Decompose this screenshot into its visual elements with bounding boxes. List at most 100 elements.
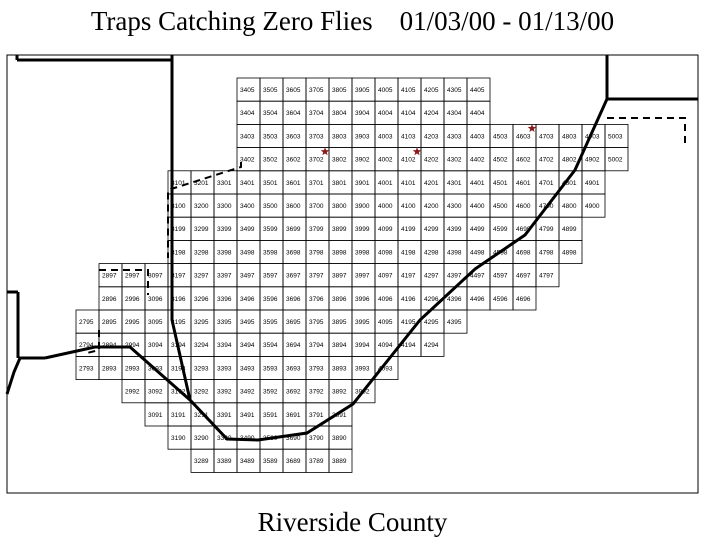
- trap-id-label: 4004: [378, 110, 393, 117]
- trap-id-label: 3798: [309, 249, 324, 256]
- trap-id-label: 3496: [240, 296, 255, 303]
- trap-id-label: 3591: [263, 412, 278, 419]
- trap-id-label: 3701: [309, 180, 324, 187]
- trap-id-label: 4503: [493, 133, 508, 140]
- trap-id-label: 3192: [171, 389, 186, 396]
- trap-id-label: 4096: [378, 296, 393, 303]
- trap-id-label: 3693: [286, 365, 301, 372]
- trap-id-label: 3389: [217, 458, 232, 465]
- trap-id-label: 3297: [194, 273, 209, 280]
- trap-id-label: 4600: [516, 203, 531, 210]
- trap-id-label: 4302: [447, 157, 462, 164]
- trap-id-label: 4401: [470, 180, 485, 187]
- trap-id-label: 4303: [447, 133, 462, 140]
- trap-id-label: 5003: [608, 133, 623, 140]
- trap-id-label: 4800: [562, 203, 577, 210]
- trap-id-label: 4499: [470, 226, 485, 233]
- trap-id-label: 3704: [309, 110, 324, 117]
- trap-id-label: 3694: [286, 342, 301, 349]
- trap-id-label: 3901: [355, 180, 370, 187]
- trap-id-label: 4900: [585, 203, 600, 210]
- trap-id-label: 3789: [309, 458, 324, 465]
- trap-id-label: 4396: [447, 296, 462, 303]
- route-dashed-segments: [86, 117, 686, 354]
- trap-id-label: 2793: [79, 365, 94, 372]
- trap-id-label: 3094: [148, 342, 163, 349]
- trap-id-label: 3600: [286, 203, 301, 210]
- trap-id-label: 3195: [171, 319, 186, 326]
- trap-id-label: 4095: [378, 319, 393, 326]
- trap-id-label: 3491: [240, 412, 255, 419]
- catch-markers: [320, 123, 537, 156]
- trap-id-label: 4101: [401, 180, 416, 187]
- trap-id-label: 4403: [470, 133, 485, 140]
- trap-id-label: 4497: [470, 273, 485, 280]
- trap-id-label: 3802: [332, 157, 347, 164]
- trap-id-label: 3599: [263, 226, 278, 233]
- trap-id-label: 3190: [171, 435, 186, 442]
- route-solid-segment: [170, 93, 192, 401]
- trap-id-label: 4898: [562, 249, 577, 256]
- trap-id-label: 4099: [378, 226, 393, 233]
- trap-id-label: 4404: [470, 110, 485, 117]
- trap-id-label: 2794: [79, 342, 94, 349]
- trap-id-label: 2895: [102, 319, 117, 326]
- trap-id-label: 4698: [516, 249, 531, 256]
- map-frame: [6, 54, 699, 494]
- trap-cell: [512, 286, 537, 311]
- trap-id-label: 3493: [240, 365, 255, 372]
- trap-id-label: 3692: [286, 389, 301, 396]
- trap-id-label: 5002: [608, 157, 623, 164]
- trap-id-label: 4299: [424, 226, 439, 233]
- trap-id-label: 3404: [240, 110, 255, 117]
- trap-id-label: 4100: [401, 203, 416, 210]
- trap-id-label: 2993: [125, 365, 140, 372]
- trap-id-label: 3696: [286, 296, 301, 303]
- trap-id-label: 4102: [401, 157, 416, 164]
- trap-id-label: 3392: [217, 389, 232, 396]
- trap-id-label: 3702: [309, 157, 324, 164]
- trap-id-label: 4697: [516, 273, 531, 280]
- trap-id-label: 3290: [194, 435, 209, 442]
- trap-id-label: 3898: [332, 249, 347, 256]
- trap-id-label: 3499: [240, 226, 255, 233]
- trap-id-label: 4801: [562, 180, 577, 187]
- trap-id-label: 3690: [286, 435, 301, 442]
- boundary-line: [5, 356, 45, 395]
- trap-id-label: 4094: [378, 342, 393, 349]
- trap-id-label: 3602: [286, 157, 301, 164]
- trap-id-label: 4597: [493, 273, 508, 280]
- trap-id-label: 3497: [240, 273, 255, 280]
- trap-id-label: 4103: [401, 133, 416, 140]
- map-title: Traps Catching Zero Flies 01/03/00 - 01/…: [90, 6, 615, 36]
- trap-id-label: 4196: [401, 296, 416, 303]
- trap-route: [44, 93, 609, 442]
- trap-id-label: 4399: [447, 226, 462, 233]
- trap-id-label: 3299: [194, 226, 209, 233]
- trap-id-label: 3289: [194, 458, 209, 465]
- trap-id-label: 3994: [355, 342, 370, 349]
- trap-id-label: 3095: [148, 319, 163, 326]
- trap-id-label: 4301: [447, 180, 462, 187]
- trap-id-label: 3797: [309, 273, 324, 280]
- trap-id-label: 3504: [263, 110, 278, 117]
- trap-id-label: 3795: [309, 319, 324, 326]
- trap-id-label: 3191: [171, 412, 186, 419]
- trap-id-label: 3589: [263, 458, 278, 465]
- trap-id-label: 2995: [125, 319, 140, 326]
- trap-id-label: 3691: [286, 412, 301, 419]
- trap-id-label: 4601: [516, 180, 531, 187]
- trap-id-label: 3498: [240, 249, 255, 256]
- trap-id-label: 4204: [424, 110, 439, 117]
- trap-id-label: 3891: [332, 412, 347, 419]
- trap-id-label: 3799: [309, 226, 324, 233]
- trap-id-label: 4001: [378, 180, 393, 187]
- trap-id-label: 3096: [148, 296, 163, 303]
- trap-id-label: 4797: [539, 273, 554, 280]
- trap-id-label: 3699: [286, 226, 301, 233]
- trap-id-label: 4300: [447, 203, 462, 210]
- star-marker-icon: [412, 147, 422, 156]
- trap-id-label: 4305: [447, 87, 462, 94]
- trap-id-label: 3998: [355, 249, 370, 256]
- route-solid-segment: [44, 98, 609, 442]
